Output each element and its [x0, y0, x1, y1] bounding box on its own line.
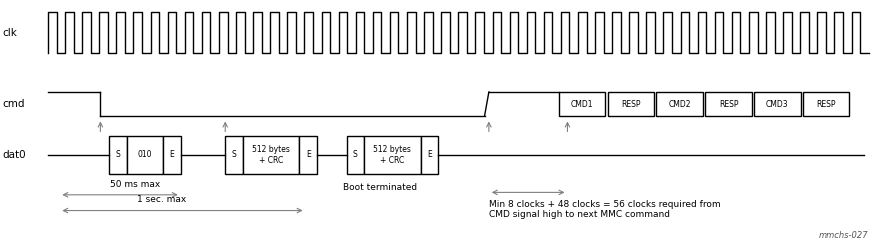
Bar — [127, 136, 163, 174]
Bar — [754, 92, 801, 116]
Text: 1 sec. max: 1 sec. max — [137, 196, 186, 204]
Text: S: S — [231, 150, 237, 159]
Bar — [705, 92, 752, 116]
Text: E: E — [427, 150, 432, 159]
Text: E: E — [169, 150, 175, 159]
Bar — [347, 136, 364, 174]
Text: Boot terminated: Boot terminated — [343, 183, 416, 192]
Text: 010: 010 — [138, 150, 152, 159]
Text: RESP: RESP — [816, 99, 836, 109]
Bar — [608, 92, 654, 116]
Text: mmchs-027: mmchs-027 — [819, 231, 869, 240]
Text: 512 bytes
+ CRC: 512 bytes + CRC — [374, 145, 411, 165]
Text: CMD2: CMD2 — [669, 99, 691, 109]
Bar — [225, 136, 243, 174]
Bar — [656, 92, 703, 116]
Text: 512 bytes
+ CRC: 512 bytes + CRC — [252, 145, 290, 165]
Text: Min 8 clocks + 48 clocks = 56 clocks required from
CMD signal high to next MMC c: Min 8 clocks + 48 clocks = 56 clocks req… — [489, 200, 720, 219]
Text: CMD1: CMD1 — [571, 99, 593, 109]
Bar — [421, 136, 438, 174]
Bar — [243, 136, 299, 174]
Text: CMD3: CMD3 — [766, 99, 788, 109]
Bar — [364, 136, 421, 174]
Text: clk: clk — [3, 28, 17, 38]
Text: 50 ms max: 50 ms max — [110, 180, 161, 189]
Text: RESP: RESP — [621, 99, 641, 109]
Bar — [163, 136, 181, 174]
Text: S: S — [353, 150, 358, 159]
Bar — [559, 92, 605, 116]
Text: E: E — [306, 150, 311, 159]
Text: RESP: RESP — [718, 99, 739, 109]
Text: S: S — [115, 150, 120, 159]
Text: dat0: dat0 — [3, 150, 26, 160]
Text: cmd: cmd — [3, 99, 25, 109]
Bar — [803, 92, 849, 116]
Bar — [109, 136, 127, 174]
Bar — [299, 136, 317, 174]
